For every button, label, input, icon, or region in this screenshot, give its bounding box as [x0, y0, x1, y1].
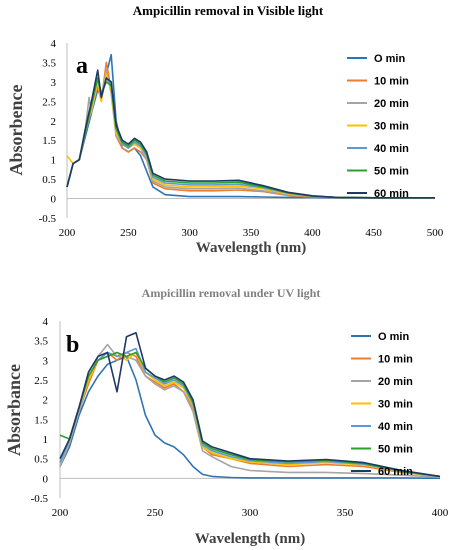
- legend-entry: 50 min: [374, 166, 409, 178]
- y-tick-label: 2: [43, 395, 49, 407]
- x-tick-label: 250: [147, 507, 164, 519]
- series-line-7: [59, 331, 441, 478]
- x-tick-label: 400: [432, 507, 449, 519]
- y-tick-label: 4: [43, 316, 49, 328]
- chart-title: Ampicillin removal under UV light: [142, 286, 321, 300]
- series-line-5: [59, 347, 441, 478]
- y-tick-label: 4: [51, 38, 57, 50]
- legend-entry: O min: [374, 53, 405, 65]
- series-line-6: [59, 351, 441, 478]
- x-tick-label: 250: [120, 227, 137, 239]
- legend-entry: 10 min: [378, 354, 413, 366]
- legend-entry: 30 min: [374, 121, 409, 133]
- x-tick-label: 300: [181, 227, 198, 239]
- y-tick-label: 1.5: [42, 135, 56, 147]
- series-line-1: [59, 355, 441, 480]
- legend-entry: 40 min: [378, 421, 413, 433]
- series-line-4: [59, 351, 441, 478]
- x-tick-label: 300: [242, 507, 259, 519]
- x-tick-label: 200: [59, 227, 76, 239]
- y-tick-label: -0.5: [39, 213, 57, 225]
- y-tick-label: 0.5: [34, 454, 48, 466]
- chart-title: Ampicillin removal in Visible light: [133, 3, 324, 18]
- legend-entry: 50 min: [378, 444, 413, 456]
- legend-entry: 60 min: [374, 188, 409, 200]
- series-line-2: [59, 351, 441, 478]
- y-axis-label: Absorbence: [6, 84, 26, 175]
- x-axis-label: Wavelength (nm): [196, 240, 306, 256]
- y-tick-label: 1.5: [34, 414, 48, 426]
- panel-b: Ampicillin removal under UV light -0.5 0 0.…: [4, 286, 449, 547]
- legend-entry: 20 min: [378, 376, 413, 388]
- y-tick-label: -0.5: [31, 493, 49, 505]
- y-tick-label: 3.5: [42, 57, 56, 69]
- y-tick-label: 0.5: [42, 174, 56, 186]
- x-tick-label: 450: [365, 227, 382, 239]
- y-tick-label: 2.5: [34, 375, 48, 387]
- y-tick-label: 3: [43, 355, 49, 367]
- y-tick-label: 2.5: [42, 96, 56, 108]
- y-tick-label: 0: [43, 473, 49, 485]
- series-line-3: [66, 69, 435, 199]
- panel-a: Ampicillin removal in Visible light -0.5 0…: [6, 3, 444, 256]
- y-tick-label: 0: [51, 194, 57, 206]
- x-tick-label: 500: [427, 227, 444, 239]
- y-axis-label: Absorbance: [4, 364, 24, 456]
- legend-entry: 30 min: [378, 399, 413, 411]
- y-tick-label: 3.5: [34, 336, 48, 348]
- y-tick-label: 1: [43, 434, 49, 446]
- y-tick-label: 3: [51, 77, 57, 89]
- series-line-6: [66, 77, 435, 199]
- x-axis-label: Wavelength (nm): [195, 531, 305, 547]
- legend-entry: 40 min: [374, 143, 409, 155]
- series-line-5: [66, 77, 435, 199]
- x-tick-label: 350: [243, 227, 260, 239]
- y-tick-label: 2: [51, 116, 57, 128]
- series-line-4: [66, 73, 435, 199]
- panel-letter: b: [66, 332, 79, 358]
- legend-entry: 10 min: [374, 76, 409, 88]
- series-line-7: [66, 69, 435, 199]
- legend-entry: 20 min: [374, 98, 409, 110]
- legend-entry: O min: [378, 331, 409, 343]
- panel-letter: a: [76, 53, 88, 79]
- x-tick-label: 200: [52, 507, 69, 519]
- legend-entry: 60 min: [378, 466, 413, 478]
- y-tick-label: 1: [51, 155, 57, 167]
- x-tick-label: 350: [337, 507, 354, 519]
- x-tick-label: 400: [304, 227, 321, 239]
